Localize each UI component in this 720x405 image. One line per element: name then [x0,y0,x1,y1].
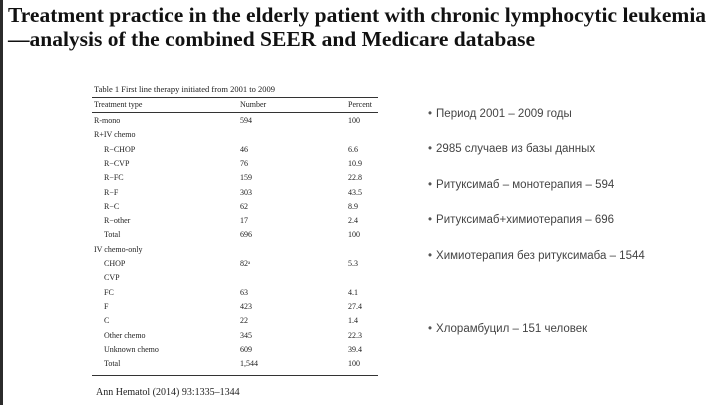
cell-percent: 100 [348,116,360,125]
cell-treatment-type: R−FC [104,173,124,183]
table-row: R−other 17 2.4 [92,215,378,227]
cell-percent: 2.4 [348,216,358,226]
header-treatment-type: Treatment type [94,100,143,109]
table-caption: Table 1 First line therapy initiated fro… [94,84,275,94]
table-row: C 22 1.4 [92,315,378,327]
cell-treatment-type: R+IV chemo [94,130,136,140]
table-row: FC 63 4.1 [92,287,378,299]
cell-treatment-type: C [104,316,110,326]
bullet-text: Химиотерапия без ритуксимаба – 1544 [436,250,645,262]
cell-number: 345 [240,330,252,340]
table-row: IV chemo-only [92,244,378,256]
cell-treatment-type: R-mono [94,116,121,125]
cell-number: 159 [240,173,252,183]
table-row: R-mono 594 100 [92,115,378,127]
bullet-text: Период 2001 – 2009 годы [436,108,572,120]
data-table: Table 1 First line therapy initiated fro… [92,84,378,380]
cell-number: 303 [240,187,252,197]
cell-number: 423 [240,301,252,311]
cell-percent: 10.9 [348,158,362,168]
cell-number: 46 [240,144,248,154]
cell-treatment-type: Total [104,230,121,240]
cell-number: 76 [240,158,248,168]
cell-number: 1,544 [240,359,258,369]
bullet-text: Хлорамбуцил – 151 человек [436,323,588,335]
table-row: R−C 62 8.9 [92,201,378,213]
bullet-text: Ритуксимаб+химиотерапия – 696 [436,214,615,226]
table-row: CHOP 82ᵃ 5.3 [92,258,378,270]
cell-percent: 22.3 [348,330,362,340]
cell-number: 17 [240,216,248,226]
cell-treatment-type: R−F [104,187,119,197]
bullet-item: • Период 2001 – 2009 годы [428,107,698,122]
table-row: Total 1,544 100 [92,358,378,370]
table-row: Unknown chemo 609 39.4 [92,344,378,356]
cell-number: 609 [240,344,252,354]
cell-percent: 39.4 [348,344,362,354]
table-row: R−F 303 43.5 [92,187,378,199]
cell-treatment-type: F [104,301,109,311]
table-header-rule [92,112,378,113]
table-row: CVP [92,272,378,284]
cell-treatment-type: Total [104,359,121,369]
cell-percent: 8.9 [348,201,358,211]
cell-percent: 1.4 [348,316,358,326]
bullet-item: • Ритуксимаб+химиотерапия – 696 [428,213,698,228]
bullet-dot-icon: • [428,250,433,262]
table-bottom-rule [92,375,378,376]
cell-percent: 100 [348,359,360,369]
slide-title: Treatment practice in the elderly patien… [8,3,707,51]
cell-number: 82ᵃ [240,259,251,268]
cell-percent: 43.5 [348,187,362,197]
cell-treatment-type: CHOP [104,259,126,268]
bullet-dot-icon: • [428,143,433,155]
table-top-rule [92,97,378,98]
table-row: F 423 27.4 [92,301,378,313]
table-header-row: Treatment type Number Percent [92,99,378,111]
cell-percent: 100 [348,230,360,240]
table-row: R−CVP 76 10.9 [92,158,378,170]
cell-treatment-type: FC [104,287,114,297]
cell-treatment-type: Other chemo [104,330,146,340]
cell-number: 22 [240,316,248,326]
cell-treatment-type: Unknown chemo [104,344,159,354]
cell-number: 594 [240,116,252,125]
cell-treatment-type: R−CHOP [104,144,136,154]
bullet-dot-icon: • [428,179,433,191]
header-percent: Percent [348,100,372,109]
table-row: R−FC 159 22.8 [92,172,378,184]
cell-number: 62 [240,201,248,211]
bullet-item: • 2985 случаев из базы данных [428,142,698,157]
citation: Ann Hematol (2014) 93:1335–1344 [96,387,240,398]
bullet-dot-icon: • [428,214,433,226]
cell-treatment-type: R−C [104,201,120,211]
bullet-text: Ритуксимаб – монотерапия – 594 [436,179,615,191]
cell-treatment-type: IV chemo-only [94,244,143,254]
bullet-dot-icon: • [428,108,433,120]
cell-percent: 6.6 [348,144,358,154]
table-row: Other chemo 345 22.3 [92,330,378,342]
table-row: Total 696 100 [92,229,378,241]
cell-percent: 4.1 [348,287,358,297]
cell-treatment-type: R−other [104,216,131,226]
bullet-item: • Химиотерапия без ритуксимаба – 1544 [428,249,668,264]
cell-treatment-type: R−CVP [104,158,130,168]
cell-number: 696 [240,230,252,240]
bullet-item: • Хлорамбуцил – 151 человек [428,322,698,337]
bullet-text: 2985 случаев из базы данных [436,143,596,155]
cell-percent: 22.8 [348,173,362,183]
cell-number: 63 [240,287,248,297]
left-edge-bar [0,0,3,405]
cell-percent: 27.4 [348,301,362,311]
cell-percent: 5.3 [348,259,358,268]
table-row: R−CHOP 46 6.6 [92,144,378,156]
bullet-item: • Ритуксимаб – монотерапия – 594 [428,178,698,193]
cell-treatment-type: CVP [104,273,120,283]
header-number: Number [240,100,267,109]
bullet-dot-icon: • [428,323,433,335]
table-row: R+IV chemo [92,129,378,141]
